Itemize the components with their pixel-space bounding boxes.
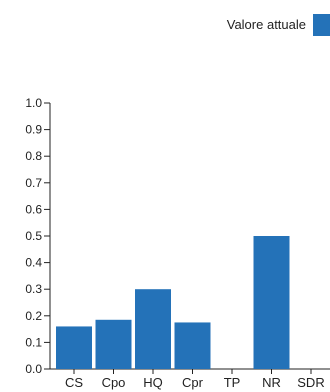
bars — [56, 236, 290, 369]
y-axis: 0.0 0.1 0.2 0.3 0.4 0.5 0.6 0.7 0.8 0.9 1.0 — [25, 96, 51, 376]
x-tick-label: SDR — [297, 375, 324, 390]
y-tick-label: 0.6 — [25, 202, 42, 216]
x-tick-label: HQ — [143, 375, 163, 390]
y-tick-label: 0.1 — [25, 335, 42, 349]
x-axis: CS Cpo HQ Cpr TP NR SDR — [50, 368, 330, 390]
x-tick-label: TP — [224, 375, 241, 390]
y-tick-label: 0.3 — [25, 282, 42, 296]
legend-swatch — [313, 14, 330, 36]
x-tick-label: Cpr — [182, 375, 204, 390]
bar-cs — [56, 326, 92, 369]
y-tick-label: 0.2 — [25, 309, 42, 323]
y-tick-label: 0.5 — [25, 229, 42, 243]
bar-nr — [253, 236, 290, 369]
legend: Valore attuale — [227, 14, 330, 36]
x-tick-label: Cpo — [102, 375, 126, 390]
x-tick-label: NR — [262, 375, 281, 390]
y-tick-label: 0.4 — [25, 256, 42, 270]
bar-hq — [135, 289, 171, 369]
bar-cpo — [95, 319, 132, 369]
x-tick-label: CS — [65, 375, 83, 390]
legend-label: Valore attuale — [227, 17, 306, 32]
y-tick-label: 1.0 — [25, 96, 42, 110]
y-tick-label: 0.9 — [25, 123, 42, 137]
y-tick-label: 0.8 — [25, 149, 42, 163]
y-tick-label: 0.7 — [25, 176, 42, 190]
y-tick-label: 0.0 — [25, 362, 42, 376]
bar-cpr — [174, 322, 211, 369]
